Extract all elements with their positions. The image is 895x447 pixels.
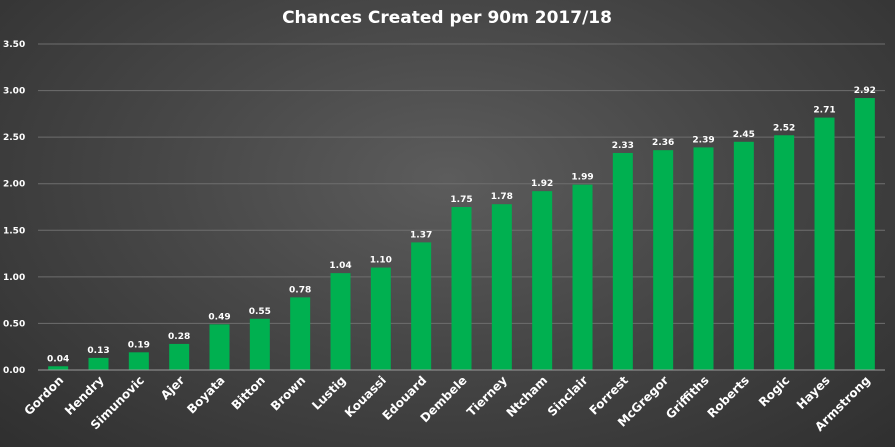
data-label: 2.92 <box>854 86 876 96</box>
data-label: 1.92 <box>531 179 553 189</box>
data-labels: 0.04 0.13 0.19 0.28 0.49 0.55 0.78 1.04 1.10 1.37… <box>47 86 876 364</box>
data-label: 2.36 <box>652 138 674 148</box>
bar <box>491 204 512 370</box>
x-tick-label: Tierney <box>464 373 510 419</box>
y-tick-label: 0.50 <box>3 319 25 329</box>
bar <box>532 191 553 370</box>
data-label: 2.52 <box>773 123 795 133</box>
bar <box>48 366 69 370</box>
y-tick-label: 1.50 <box>3 226 25 236</box>
bar <box>612 152 633 370</box>
data-label: 0.28 <box>168 332 190 342</box>
x-tick-label: Gordon <box>21 373 66 418</box>
y-tick-label: 2.50 <box>3 133 25 143</box>
data-label: 2.33 <box>612 141 634 151</box>
x-tick-label: Griffiths <box>663 373 712 422</box>
bar <box>693 147 714 370</box>
x-tick-label: Sinclair <box>545 373 591 419</box>
y-axis-ticks: 0.00 0.50 1.00 1.50 2.00 2.50 3.00 3.50 <box>3 40 25 376</box>
data-label: 0.04 <box>47 354 69 364</box>
data-label: 0.78 <box>289 285 311 295</box>
x-tick-label: Boyata <box>184 373 227 416</box>
bar <box>854 98 875 370</box>
data-label: 1.75 <box>450 195 472 205</box>
x-tick-label: Lustig <box>309 373 348 412</box>
chart-title: Chances Created per 90m 2017/18 <box>282 8 612 28</box>
bar <box>330 273 351 370</box>
data-label: 0.19 <box>128 340 150 350</box>
bar <box>451 207 472 370</box>
data-label: 1.10 <box>370 256 392 266</box>
bar <box>572 184 593 370</box>
bar <box>370 267 391 370</box>
x-tick-label: Hayes <box>794 373 833 412</box>
data-label: 2.45 <box>733 130 755 140</box>
bars <box>48 98 875 370</box>
bar <box>169 343 190 370</box>
x-tick-label: Roberts <box>705 373 752 420</box>
bar <box>290 297 311 370</box>
data-label: 2.39 <box>692 135 714 145</box>
x-tick-label: Bitton <box>229 373 268 412</box>
data-label: 1.78 <box>491 192 513 202</box>
bar <box>774 135 795 370</box>
y-tick-label: 1.00 <box>3 273 25 283</box>
x-tick-label: Rogic <box>756 373 792 409</box>
x-tick-label: Brown <box>268 373 308 413</box>
data-label: 1.04 <box>329 261 351 271</box>
data-label: 1.37 <box>410 230 432 240</box>
bar <box>249 318 270 370</box>
bar <box>814 117 835 370</box>
data-label: 1.99 <box>571 173 593 183</box>
bar <box>653 150 674 370</box>
y-tick-label: 0.00 <box>3 366 25 376</box>
y-tick-label: 3.00 <box>3 87 25 97</box>
x-tick-label: Ajer <box>158 373 187 402</box>
data-label: 0.55 <box>249 307 271 317</box>
data-label: 2.71 <box>813 106 835 116</box>
bar <box>209 324 230 370</box>
bar <box>733 141 754 370</box>
x-tick-label: Ntcham <box>504 373 551 420</box>
data-label: 0.49 <box>208 312 230 322</box>
y-tick-label: 2.00 <box>3 180 25 190</box>
data-label: 0.13 <box>87 346 109 356</box>
bar <box>88 357 109 370</box>
bar <box>411 242 432 370</box>
y-tick-label: 3.50 <box>3 40 25 50</box>
bar <box>128 352 149 370</box>
